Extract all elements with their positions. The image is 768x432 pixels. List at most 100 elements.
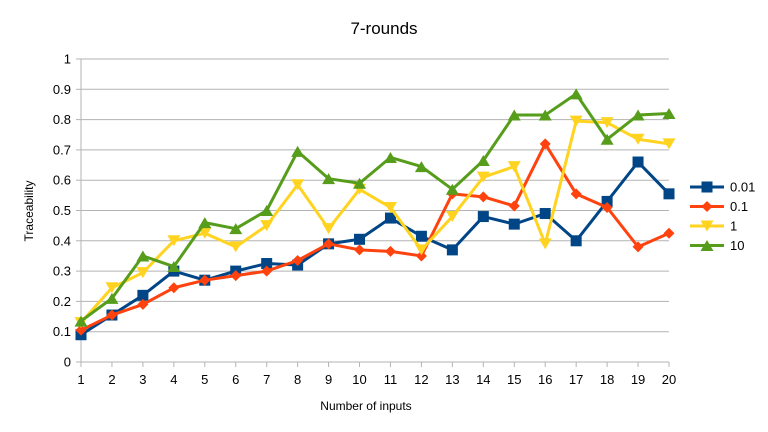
legend-entry: 1 — [690, 219, 737, 234]
legend-marker — [701, 201, 713, 212]
series-line — [80, 160, 671, 336]
data-point — [74, 315, 88, 327]
x-tick-label: 6 — [232, 372, 239, 387]
legend-marker — [700, 220, 714, 232]
data-point — [261, 265, 273, 277]
data-point — [354, 233, 366, 245]
legend-marker — [701, 181, 713, 193]
data-point — [260, 220, 274, 232]
data-point — [508, 200, 520, 212]
data-point — [631, 109, 645, 121]
x-tick-label: 13 — [445, 372, 459, 387]
y-axis-title: Traceability — [22, 181, 36, 242]
x-tick-label: 16 — [538, 372, 552, 387]
data-point — [508, 218, 520, 230]
data-point — [445, 211, 459, 223]
data-point — [383, 201, 397, 213]
data-point — [415, 230, 427, 242]
x-tick-label: 3 — [139, 372, 146, 387]
data-point — [632, 156, 644, 168]
y-tick-label: 0 — [64, 355, 71, 370]
y-tick-label: 0.4 — [53, 233, 71, 248]
data-point — [570, 235, 582, 247]
data-point — [414, 161, 428, 173]
data-point — [631, 133, 645, 145]
data-point — [662, 138, 676, 150]
data-point — [292, 254, 304, 266]
data-point — [198, 217, 212, 229]
legend-entry: 0.01 — [690, 180, 755, 195]
data-point — [383, 151, 397, 163]
data-point — [445, 183, 459, 195]
data-point — [229, 223, 243, 235]
data-point — [507, 161, 521, 173]
x-tick-label: 15 — [507, 372, 521, 387]
series-line — [80, 142, 670, 332]
data-point — [601, 201, 613, 213]
data-point — [229, 241, 243, 253]
x-tick-label: 7 — [263, 372, 270, 387]
data-point — [600, 133, 614, 145]
data-point — [291, 179, 305, 191]
data-point — [476, 171, 490, 183]
x-tick-label: 5 — [201, 372, 208, 387]
series-1 — [74, 115, 676, 329]
data-point — [507, 109, 521, 121]
series-10 — [74, 88, 676, 327]
data-point — [476, 155, 490, 167]
axes: 00.10.20.30.40.50.60.70.80.911 2 3 4 5 6 7 8 9 10… — [53, 52, 676, 388]
data-point — [415, 250, 427, 262]
x-tick-label: 2 — [108, 372, 115, 387]
data-point — [601, 195, 613, 207]
data-point — [291, 145, 305, 157]
data-point — [323, 238, 335, 250]
data-point — [414, 244, 428, 256]
data-point — [538, 238, 552, 250]
y-tick-label: 0.8 — [53, 112, 71, 127]
legend: 0.01 0.1 1 10 — [690, 180, 755, 253]
x-tick-label: 8 — [294, 372, 301, 387]
data-point — [384, 212, 396, 224]
series-lines — [74, 88, 676, 341]
y-tick-label: 0.1 — [53, 324, 71, 339]
legend-label: 1 — [730, 219, 737, 234]
data-point — [600, 117, 614, 129]
series-0-1 — [75, 138, 675, 336]
data-point — [230, 270, 242, 282]
x-tick-label: 10 — [352, 372, 366, 387]
x-tick-label: 18 — [600, 372, 614, 387]
chart-title: 7-rounds — [350, 19, 417, 38]
x-tick-label: 11 — [384, 372, 398, 387]
data-point — [663, 227, 675, 239]
data-point — [477, 211, 489, 223]
y-tick-label: 0.5 — [53, 203, 71, 218]
data-point — [75, 324, 87, 336]
y-tick-label: 0.6 — [53, 173, 71, 188]
data-point — [167, 261, 181, 273]
x-tick-label: 17 — [569, 372, 583, 387]
legend-label: 0.01 — [730, 180, 755, 195]
data-point — [569, 115, 583, 127]
legend-label: 0.1 — [730, 199, 748, 214]
x-axis-title: Number of inputs — [320, 399, 411, 413]
x-tick-label: 9 — [325, 372, 332, 387]
legend-entry: 0.1 — [690, 199, 748, 214]
y-tick-label: 0.3 — [53, 264, 71, 279]
data-point — [446, 244, 458, 256]
data-point — [322, 173, 336, 185]
data-point — [136, 250, 150, 262]
legend-entry: 10 — [690, 238, 744, 253]
y-tick-label: 0.9 — [53, 82, 71, 97]
data-point — [354, 244, 366, 256]
x-tick-label: 19 — [631, 372, 645, 387]
data-point — [322, 223, 336, 235]
data-point — [198, 227, 212, 239]
data-point — [106, 309, 118, 321]
data-point — [570, 188, 582, 200]
x-tick-label: 1 — [77, 372, 84, 387]
data-point — [136, 267, 150, 279]
x-tick-label: 20 — [662, 372, 676, 387]
data-point — [167, 235, 181, 247]
